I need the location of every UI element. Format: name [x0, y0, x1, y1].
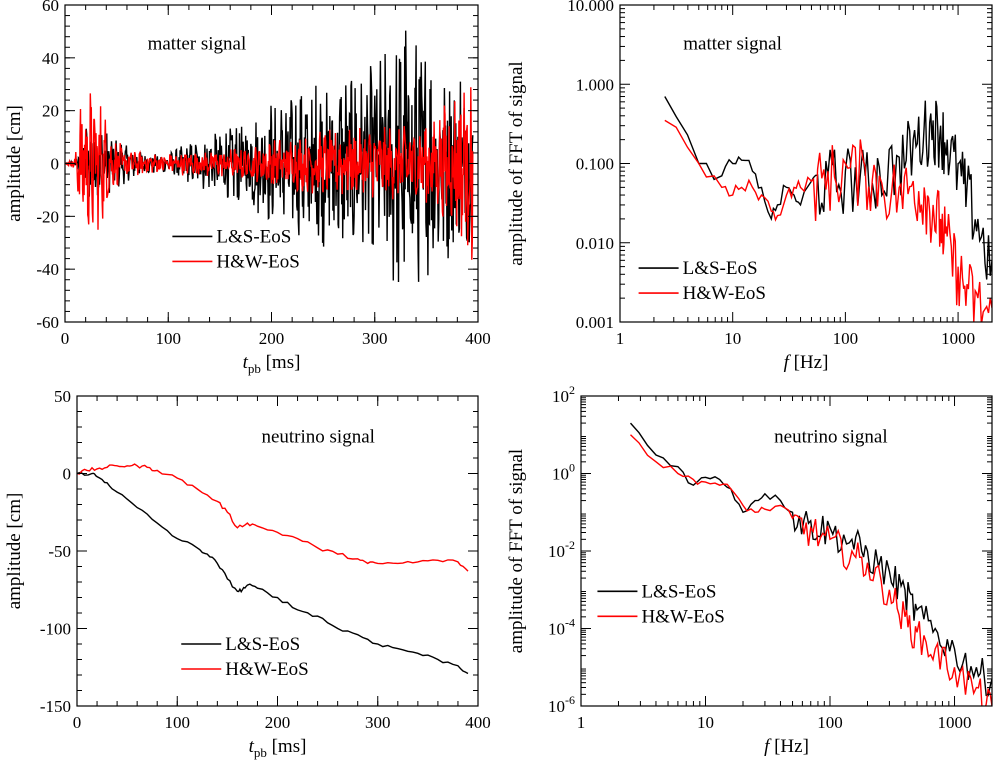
panel-matter-time: 0 100 200 300 400 -60 -40 -20 0 20 40 60 tpb [ms] amp… — [4, 0, 491, 376]
x-tick-label: 0 — [73, 713, 82, 732]
x-tick-label: 400 — [465, 329, 491, 348]
y-tick-label: -20 — [36, 207, 59, 226]
x-tick-label: 100 — [156, 329, 182, 348]
x-axis-label: tpb [ms] — [249, 736, 307, 760]
x-tick-label: 1 — [616, 329, 625, 348]
y-tick-label: 20 — [42, 102, 59, 121]
y-tick-label: 10-4 — [548, 616, 575, 639]
y-tick-label: -50 — [48, 542, 71, 561]
y-tick-label: 0.010 — [576, 234, 614, 253]
panel-annotation: neutrino signal — [261, 427, 374, 448]
y-axis-label: amplitude of FFT of signal — [506, 61, 527, 265]
y-tick-label: 40 — [42, 49, 59, 68]
plot-area — [664, 96, 992, 322]
y-tick-label: -60 — [36, 313, 59, 332]
plot-area — [77, 463, 469, 675]
y-tick-label: -150 — [40, 697, 71, 716]
y-tick-label: 10-6 — [548, 693, 575, 716]
y-axis-label: amplitude of FFT of signal — [506, 449, 527, 653]
series-line-ls — [65, 30, 474, 283]
y-tick-label: 0.001 — [576, 313, 614, 332]
series-line-hw — [77, 463, 469, 572]
x-tick-label: 100 — [165, 713, 191, 732]
y-tick-label: 0 — [63, 465, 72, 484]
x-tick-label: 100 — [817, 713, 843, 732]
y-axis-label: amplitude [cm] — [4, 105, 25, 222]
x-tick-label: 400 — [465, 713, 491, 732]
legend-label: L&S-EoS — [216, 226, 291, 247]
series-line-hw — [65, 87, 474, 260]
series-line-hw — [664, 119, 992, 322]
plot-area — [629, 422, 992, 706]
y-axis-label: amplitude [cm] — [4, 493, 25, 610]
y-tick-label: 0.100 — [576, 155, 614, 174]
y-tick-label: 100 — [552, 461, 575, 484]
legend-label: L&S-EoS — [225, 634, 300, 655]
panel-matter-fft: 1 10 100 1000 0.001 0.010 0.100 1.000 10.000 f [H… — [506, 0, 993, 373]
x-tick-label: 10 — [697, 713, 714, 732]
x-tick-label: 1 — [577, 713, 586, 732]
legend-label: L&S-EoS — [683, 258, 758, 279]
legend-label: H&W-EoS — [641, 606, 724, 627]
y-tick-label: 1.000 — [576, 75, 614, 94]
x-tick-label: 300 — [365, 713, 391, 732]
y-tick-label: 10-2 — [548, 538, 575, 561]
x-tick-label: 0 — [61, 329, 70, 348]
x-tick-label: 300 — [362, 329, 388, 348]
y-tick-label: -100 — [40, 620, 71, 639]
series-line-hw — [630, 434, 992, 706]
legend-label: H&W-EoS — [225, 659, 308, 680]
y-tick-label: 0 — [51, 155, 60, 174]
y-tick-label: 50 — [54, 387, 71, 406]
panel-neutrino-time: 0 100 200 300 400 -150 -100 -50 0 50 tpb [ms] ampli… — [4, 387, 491, 760]
panel-annotation: matter signal — [683, 33, 782, 54]
x-tick-label: 200 — [265, 713, 291, 732]
x-axis-label: f [Hz] — [764, 736, 809, 757]
series-line-ls — [664, 96, 992, 280]
legend-label: L&S-EoS — [641, 581, 716, 602]
x-axis-label: f [Hz] — [784, 352, 829, 373]
y-tick-label: 102 — [552, 383, 575, 406]
x-tick-label: 100 — [833, 329, 859, 348]
panel-annotation: matter signal — [148, 33, 247, 54]
legend-label: H&W-EoS — [683, 283, 766, 304]
panel-neutrino-fft: 1 10 100 1000 10-6 10-4 10-2 100 102 f [Hz] amplit… — [506, 383, 993, 757]
legend-label: H&W-EoS — [216, 251, 299, 272]
y-tick-label: -40 — [36, 260, 59, 279]
x-axis-label: tpb [ms] — [243, 352, 301, 376]
y-tick-label: 10.000 — [567, 0, 614, 15]
x-tick-label: 10 — [724, 329, 741, 348]
series-line-ls — [629, 422, 992, 697]
x-tick-label: 200 — [259, 329, 285, 348]
plot-area — [65, 30, 474, 283]
panel-annotation: neutrino signal — [774, 427, 887, 448]
x-tick-label: 1000 — [941, 329, 975, 348]
x-tick-label: 1000 — [938, 713, 972, 732]
y-tick-label: 60 — [42, 0, 59, 15]
series-line-ls — [77, 471, 469, 675]
